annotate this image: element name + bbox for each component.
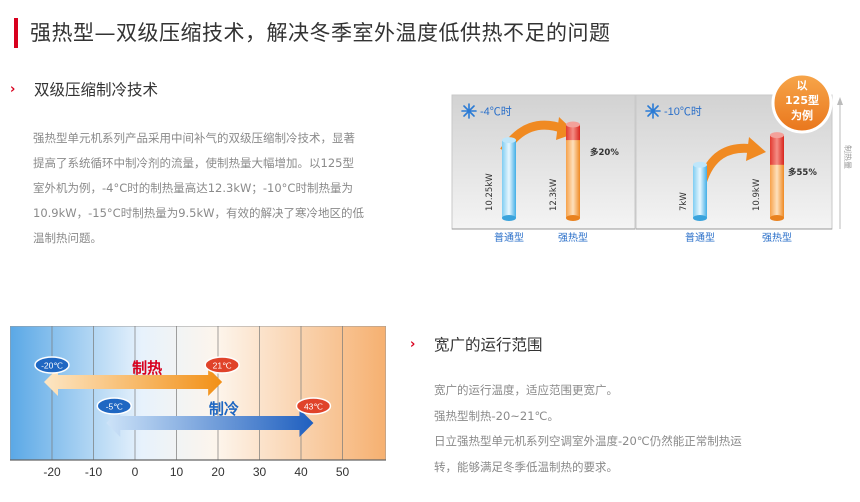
bar-base: [502, 215, 516, 221]
range-label: 制热: [132, 359, 162, 377]
range-gridlines: [51, 326, 343, 460]
paragraph-line: 日立强热型单元机系列空调室外温度-20℃仍然能正常制热运: [434, 434, 742, 448]
capacity-bar: [502, 140, 516, 218]
badge-line: 为例: [791, 108, 813, 122]
panel-temp-label: -10℃时: [664, 105, 702, 118]
range-graphic: -20 -10 0 10 20 30 40 50 制热 -20℃ 21℃ 制冷 -5℃ 43℃: [10, 326, 386, 479]
bar-top: [566, 121, 580, 128]
tick-label: 0: [132, 465, 139, 479]
bar-top: [693, 161, 707, 168]
tick-label: 20: [211, 465, 225, 479]
range-label: 制冷: [209, 400, 239, 418]
capacity-gain-bar: [770, 135, 784, 165]
gain-label: 多20%: [590, 147, 619, 158]
range-endpoint-pill: [204, 356, 240, 374]
gain-label: 多55%: [788, 167, 817, 178]
section2-paragraph: 宽广的运行温度，适应范围更宽广。 强热型制热-20~21℃。 日立强热型单元机系…: [434, 378, 854, 480]
section-heading-label: 宽广的运行范围: [434, 336, 543, 354]
comparison-graphic: -4℃时 -10℃时 普通型 强热型 普通型 强热型 多20% 多55% 10.…: [451, 72, 853, 244]
tick-label: 50: [336, 465, 350, 479]
paragraph-line: 转，能够满足冬季低温制热的要求。: [434, 459, 618, 474]
tick-label: 40: [294, 465, 308, 479]
range-endpoint-pill: [34, 356, 70, 374]
snowflake-icon: [645, 103, 661, 119]
chevron-right-icon: ›: [410, 336, 416, 352]
badge-line: 125型: [785, 93, 819, 107]
bar-value-label: 7kW: [679, 192, 689, 211]
bar-category-label: 强热型: [558, 231, 588, 244]
capacity-bar: [693, 164, 707, 218]
range-endpoint-label: 21℃: [213, 361, 232, 371]
tick-label: 30: [253, 465, 267, 479]
range-arrow: [106, 409, 314, 437]
bar-base: [770, 215, 784, 221]
range-endpoint-pill: [96, 397, 132, 415]
capacity-gain-bar: [566, 124, 580, 141]
bar-category-label: 普通型: [494, 231, 524, 244]
range-tick-labels: -20 -10 0 10 20 30 40 50: [43, 465, 349, 479]
range-endpoint-label: -20℃: [41, 361, 63, 371]
section1-paragraph: 强热型单元机系列产品采用中间补气的双级压缩制冷技术，显著 提高了系统循环中制冷剂…: [33, 126, 418, 251]
range-background: [10, 326, 386, 461]
paragraph-line: 强热型单元机系列产品采用中间补气的双级压缩制冷技术，显著: [33, 131, 355, 145]
bar-category-label: 强热型: [762, 231, 792, 244]
range-arrow: [44, 368, 223, 396]
paragraph-line: 室外机为例，-4°C时的制热量高达12.3kW；-10°C时制热量为: [33, 181, 353, 195]
tick-label: -20: [43, 465, 61, 479]
arrow-head: [746, 137, 766, 161]
heating-capacity-comparison: -4℃时 -10℃时 普通型 强热型 普通型 强热型 多20% 多55% 10.…: [451, 72, 853, 260]
badge-line: 以: [797, 79, 808, 92]
section-heading-dual-compression: › 双级压缩制冷技术: [10, 78, 158, 100]
chevron-right-icon: ›: [10, 81, 16, 97]
paragraph-line: 强热型制热-20~21℃。: [434, 408, 559, 423]
panel-background: [451, 94, 636, 230]
title-accent-bar: [14, 18, 18, 48]
paragraph-line: 温制热问题。: [33, 231, 102, 245]
page-title: 强热型—双级压缩技术，解决冬季室外温度低供热不足的问题: [30, 21, 611, 45]
snowflake-icon: [461, 103, 477, 119]
section-heading-label: 双级压缩制冷技术: [34, 81, 159, 99]
bar-value-label: 10.9kW: [752, 178, 762, 211]
range-endpoint-label: -5℃: [106, 402, 124, 412]
operating-range-chart: -20 -10 0 10 20 30 40 50 制热 -20℃ 21℃ 制冷 -5℃ 43℃: [10, 326, 386, 498]
bar-base: [566, 215, 580, 221]
capacity-bars: [502, 121, 784, 221]
range-arrows: 制热 -20℃ 21℃ 制冷 -5℃ 43℃: [34, 356, 332, 437]
paragraph-line: 宽广的运行温度，适应范围更宽广。: [434, 383, 618, 397]
bar-value-label: 10.25kW: [485, 173, 495, 211]
tick-label: -10: [85, 465, 103, 479]
model-badge: [771, 72, 833, 134]
bar-base: [693, 215, 707, 221]
section-heading-operating-range: › 宽广的运行范围: [410, 333, 543, 355]
capacity-bar: [566, 124, 580, 218]
range-endpoint-pill: [295, 397, 332, 415]
paragraph-line: 提高了系统循环中制冷剂的流量，使制热量大幅增加。以125型: [33, 156, 354, 170]
tick-label: 10: [170, 465, 184, 479]
panel-temp-label: -4℃时: [480, 105, 512, 118]
bar-top: [770, 132, 784, 139]
paragraph-line: 10.9kW，-15°C时制热量为9.5kW，有效的解决了寒冷地区的低: [33, 206, 365, 220]
bar-value-label: 12.3kW: [549, 178, 559, 211]
bar-category-label: 普通型: [685, 231, 715, 244]
axis-side-label: 制热量: [843, 145, 853, 169]
bar-top: [502, 137, 516, 144]
range-endpoint-label: 43℃: [304, 402, 323, 412]
